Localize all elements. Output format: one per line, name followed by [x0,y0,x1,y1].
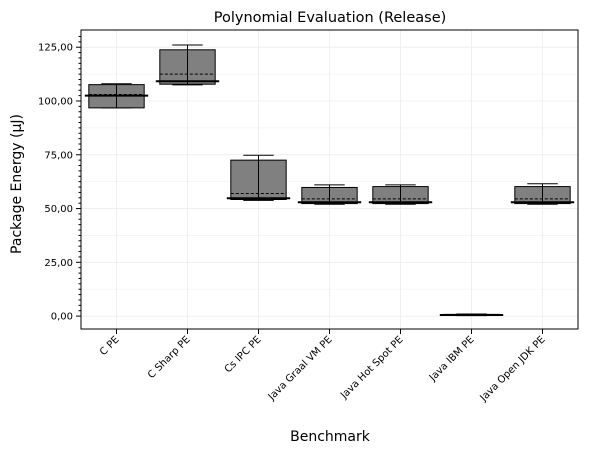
box-5 [368,184,433,205]
box-1 [84,83,149,109]
x-tick-label: Java Graal VM PE [266,334,335,403]
box-3 [226,154,291,201]
x-tick-label: C PE [98,334,122,358]
y-tick-label: 75,00 [44,150,73,161]
box-6 [439,313,504,317]
x-tick-label: Java IBM PE [427,334,477,384]
box-layer [84,44,575,317]
y-tick-label: 125,00 [38,43,73,54]
y-tick-label: 25,00 [44,258,73,269]
x-axis-title: Benchmark [290,429,371,445]
box-4 [297,184,362,205]
x-tick-label: Java Hot Spot PE [338,334,405,401]
box-2 [155,44,220,86]
y-axis-title: Package Energy (µJ) [9,114,25,254]
chart-title: Polynomial Evaluation (Release) [214,10,447,26]
x-tick-label: Java Open JDK PE [478,334,548,404]
box-7 [510,183,575,205]
x-tick-label: Cs IPC PE [223,334,264,375]
x-tick-label: C Sharp PE [146,334,193,381]
grid-layer [81,30,578,329]
y-tick-label: 50,00 [44,204,73,215]
y-tick-label: 0,00 [51,312,73,323]
y-tick-label: 100,00 [38,96,73,107]
